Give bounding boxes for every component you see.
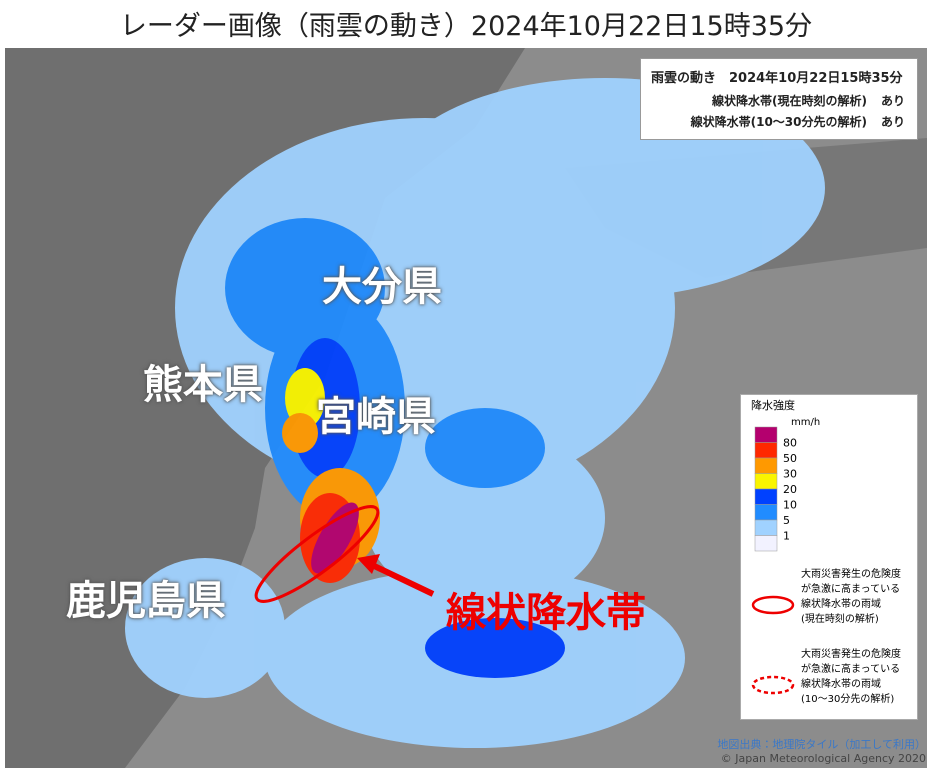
legend-swatch [754, 504, 778, 521]
info-value: あり [880, 115, 905, 129]
legend-note: 大雨災害発生の危険度 [801, 567, 901, 580]
legend-graphic: 降水強度 mm/h 80 50 30 20 10 5 1 大雨災害発生の危険度が急激に高まっている… [751, 398, 901, 705]
legend-label: 20 [783, 483, 797, 496]
legend-label: 30 [783, 468, 797, 481]
legend-note: (現在時刻の解析) [801, 612, 879, 625]
legend-note: (10～30分先の解析) [801, 692, 894, 705]
band-outline [254, 505, 380, 603]
info-label: 線状降水帯(現在時刻の解析) [712, 94, 867, 108]
prefecture-label: 熊本県 [143, 362, 263, 408]
prefecture-label: 鹿児島県 [66, 578, 226, 624]
info-box: 雨雲の動き 2024年10月22日15時35分 線状降水帯(現在時刻の解析) あり… [640, 58, 918, 140]
legend-swatch [754, 519, 778, 536]
info-row: 線状降水帯(現在時刻の解析) あり [641, 92, 905, 109]
prefecture-label: 宮崎県 [316, 394, 436, 440]
legend-symbol [751, 675, 795, 695]
info-row: 線状降水帯(10～30分先の解析) あり [641, 113, 905, 130]
legend-note: 線状降水帯の雨域 [801, 597, 881, 610]
info-title: 雨雲の動き 2024年10月22日15時35分 [651, 71, 903, 86]
legend-note: 線状降水帯の雨域 [801, 677, 881, 690]
rain-area [125, 78, 825, 748]
page-title: レーダー画像（雨雲の動き）2024年10月22日15時35分 [119, 11, 813, 42]
annotation: 線状降水帯 [446, 590, 646, 636]
legend-swatch [754, 488, 778, 505]
legend-swatch [754, 535, 778, 552]
legend-note: が急激に高まっている [801, 662, 900, 675]
info-label: 線状降水帯(10～30分先の解析) [690, 115, 867, 129]
legend-note: が急激に高まっている [801, 582, 900, 595]
arrow-head [357, 554, 380, 574]
credit: © Japan Meteorological Agency 2020 [720, 752, 926, 765]
legend-label: 1 [783, 530, 790, 543]
credit: 地図出典：地理院タイル（加工して利用） [717, 738, 926, 751]
legend-symbol [751, 595, 795, 615]
info-value: あり [880, 94, 905, 108]
legend-swatch [754, 457, 778, 474]
legend-swatch [754, 473, 778, 490]
legend-note: 大雨災害発生の危険度 [801, 647, 901, 660]
legend-swatch [754, 442, 778, 459]
legend-unit: mm/h [791, 417, 820, 428]
legend-label: 5 [783, 514, 790, 527]
legend-label: 80 [783, 437, 797, 450]
arrow [368, 561, 435, 597]
legend-swatch [754, 426, 778, 443]
legend-label: 10 [783, 499, 797, 512]
legend: 降水強度 mm/h 80 50 30 20 10 5 1 大雨災害発生の危険度 が急激に高まっている… [740, 394, 918, 720]
legend-title: 降水強度 [751, 398, 795, 412]
prefecture-label: 大分県 [322, 264, 442, 310]
legend-label: 50 [783, 452, 797, 465]
